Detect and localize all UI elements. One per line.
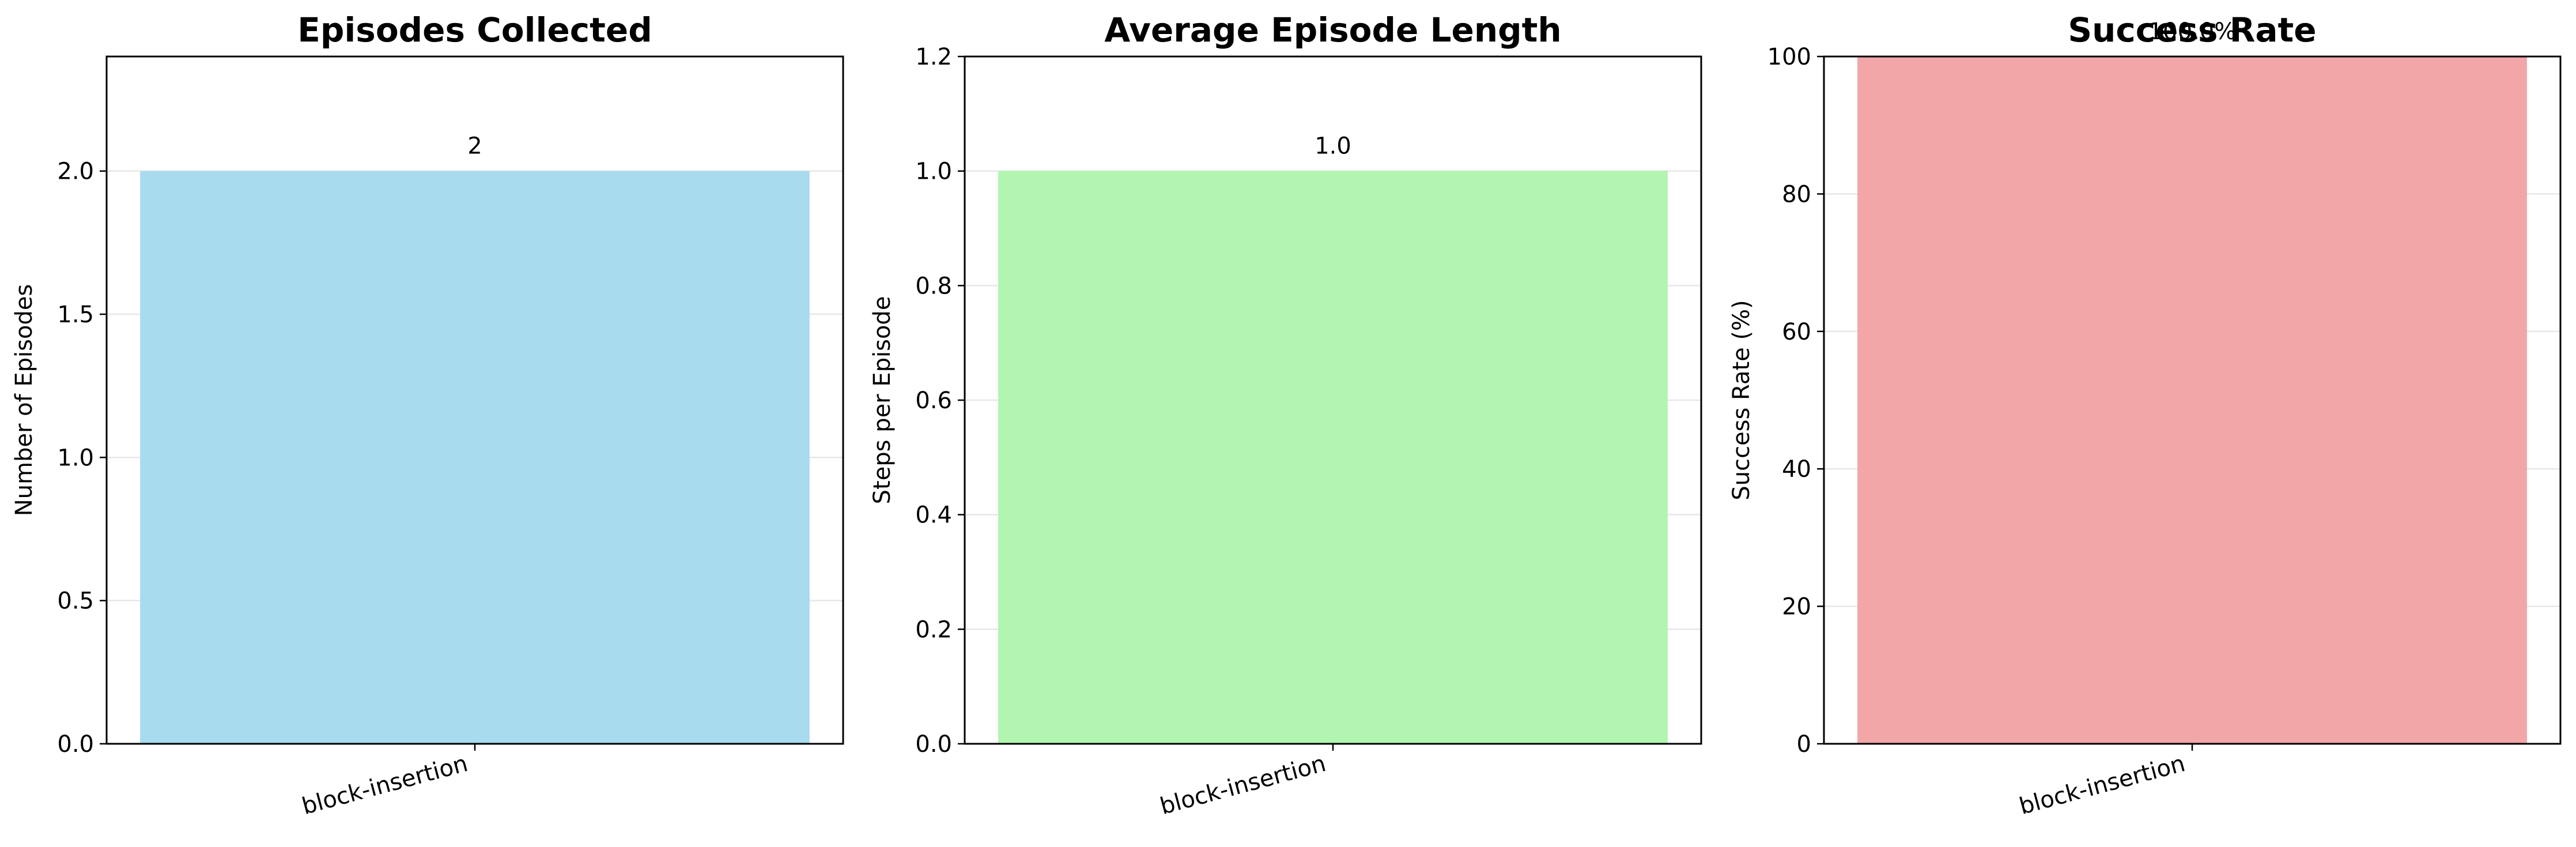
y-axis-label: Steps per Episode [869,296,896,505]
y-tick-label: 20 [1782,594,1811,620]
chart-panel-2: 1.00.00.20.40.60.81.01.2block-insertionS… [869,10,1702,820]
y-tick-label: 0.0 [57,731,94,758]
bar-block-insertion [1857,57,2527,744]
y-tick-label: 80 [1782,181,1811,208]
y-tick-label: 0.8 [915,273,952,299]
y-axis-label: Success Rate (%) [1728,300,1755,500]
data-label: 2 [467,133,482,160]
data-label: 100.0% [2148,18,2237,45]
y-tick-label: 0.2 [915,616,952,643]
y-tick-label: 1.0 [57,445,94,471]
y-tick-label: 100 [1767,44,1811,70]
chart-title: Success Rate [2068,10,2316,50]
y-tick-label: 1.5 [57,302,94,328]
y-tick-label: 0.6 [915,387,952,414]
y-tick-label: 60 [1782,319,1811,345]
bar-block-insertion [140,171,810,744]
chart-title: Episodes Collected [297,10,652,50]
chart-title: Average Episode Length [1104,10,1561,50]
y-tick-label: 2.0 [57,159,94,185]
bar-block-insertion [998,171,1668,744]
y-tick-label: 0.4 [915,502,952,529]
y-tick-label: 1.0 [915,159,952,185]
y-axis-label: Number of Episodes [11,284,37,517]
y-tick-label: 40 [1782,456,1811,483]
data-label: 1.0 [1315,133,1351,160]
y-tick-label: 0.5 [57,588,94,615]
y-tick-label: 0 [1797,731,1811,758]
y-tick-label: 1.2 [915,44,952,70]
y-tick-label: 0.0 [915,731,952,758]
